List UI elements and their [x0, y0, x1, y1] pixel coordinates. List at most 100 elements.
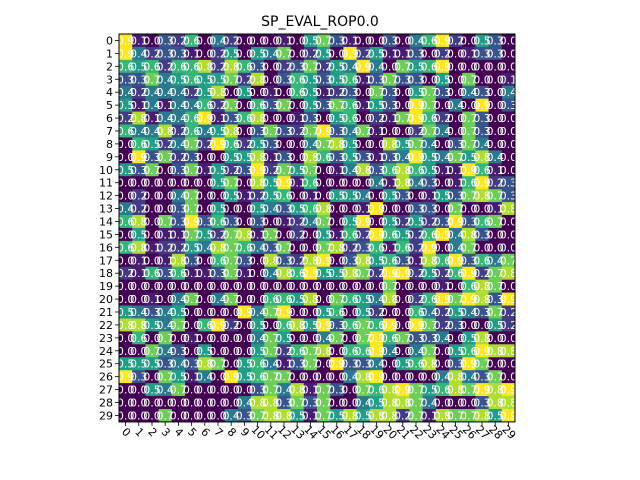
heatmap-cell: [198, 215, 212, 229]
heatmap-cell: [449, 318, 463, 332]
heatmap-cell: [435, 279, 450, 293]
heatmap-cell: [383, 124, 397, 138]
heatmap-cell: [435, 240, 450, 255]
x-tick-label: 2: [145, 425, 159, 439]
heatmap-cell: [290, 150, 305, 164]
heatmap-cell: [277, 111, 291, 125]
heatmap-cell: [237, 357, 252, 371]
heatmap-cell: [224, 292, 239, 306]
heatmap-cell: [185, 227, 199, 242]
heatmap-cell: [317, 85, 331, 100]
heatmap-cell: [435, 59, 450, 74]
heatmap-cell: [145, 305, 159, 319]
heatmap-cell: [475, 59, 489, 74]
heatmap-cell: [119, 34, 133, 48]
heatmap-cell: [343, 344, 357, 358]
heatmap-cell: [303, 137, 318, 151]
heatmap-cell: [369, 163, 384, 177]
heatmap-cell: [356, 111, 371, 125]
heatmap-cell: [356, 318, 371, 332]
heatmap-cell: [224, 98, 239, 112]
heatmap-cell: [409, 318, 423, 332]
y-tick-label: 9: [106, 151, 113, 164]
heatmap-cell: [435, 227, 450, 242]
heatmap-cell: [369, 318, 384, 332]
heatmap-cell: [119, 59, 133, 74]
heatmap-cell: [422, 215, 437, 229]
heatmap-cell: [383, 344, 397, 358]
heatmap-cell: [264, 34, 278, 48]
heatmap-cell: [317, 292, 331, 306]
heatmap-cell: [422, 292, 437, 306]
heatmap-cell: [132, 34, 146, 48]
heatmap-cell: [449, 305, 463, 319]
heatmap-cell: [449, 202, 463, 216]
heatmap-cell: [303, 279, 318, 293]
heatmap-cell: [277, 240, 291, 255]
heatmap-cell: [369, 98, 384, 112]
heatmap-cell: [501, 266, 516, 281]
y-tick-label: 12: [99, 190, 113, 203]
y-tick-label: 20: [99, 293, 113, 306]
heatmap-cell: [251, 279, 265, 293]
heatmap-cell: [422, 150, 437, 164]
heatmap-cell: [303, 331, 318, 345]
heatmap-cell: [396, 344, 410, 358]
heatmap-cell: [171, 318, 186, 332]
heatmap-cell: [145, 137, 159, 151]
heatmap-cell: [317, 46, 331, 61]
heatmap-cell: [277, 72, 291, 87]
heatmap-cell: [462, 331, 476, 345]
heatmap-cell: [290, 202, 305, 216]
heatmap-cell: [277, 59, 291, 74]
heatmap-cell: [383, 34, 397, 48]
heatmap-cell: [396, 59, 410, 74]
heatmap-cell: [356, 85, 371, 100]
heatmap-cell: [330, 137, 344, 151]
heatmap-cell: [343, 46, 357, 61]
heatmap-cell: [462, 266, 476, 281]
heatmap-cell: [237, 253, 252, 268]
heatmap-cell: [132, 240, 146, 255]
heatmap-cell: [198, 305, 212, 319]
x-tick-label: 1: [132, 425, 146, 439]
heatmap-cell: [224, 240, 239, 255]
heatmap-cell: [449, 227, 463, 242]
heatmap-cell: [251, 240, 265, 255]
heatmap-cell: [185, 215, 199, 229]
heatmap-cell: [435, 34, 450, 48]
heatmap-cell: [449, 240, 463, 255]
heatmap-cell: [409, 227, 423, 242]
heatmap-cell: [185, 331, 199, 345]
heatmap-cell: [224, 227, 239, 242]
y-tick-label: 24: [99, 345, 113, 358]
heatmap-cell: [158, 98, 173, 112]
heatmap-cell: [132, 163, 146, 177]
heatmap-cell: [132, 227, 146, 242]
y-tick-label: 2: [106, 60, 113, 73]
heatmap-cell: [251, 176, 265, 190]
heatmap-cell: [237, 34, 252, 48]
heatmap-cell: [119, 227, 133, 242]
heatmap-cell: [317, 240, 331, 255]
heatmap-cell: [462, 189, 476, 203]
heatmap-cell: [132, 253, 146, 268]
y-tick-label: 14: [99, 215, 113, 228]
heatmap-cell: [409, 176, 423, 190]
heatmap-cell: [383, 357, 397, 371]
heatmap-cell: [132, 137, 146, 151]
heatmap-cell: [264, 331, 278, 345]
heatmap-cell: [251, 266, 265, 281]
heatmap-cell: [158, 176, 173, 190]
heatmap-cell: [290, 331, 305, 345]
heatmap-cell: [145, 46, 159, 61]
heatmap-cell: [383, 46, 397, 61]
heatmap-cell: [330, 279, 344, 293]
heatmap-cell: [356, 253, 371, 268]
heatmap-cell: [251, 215, 265, 229]
heatmap-cell: [290, 98, 305, 112]
heatmap-cell: [158, 202, 173, 216]
heatmap-cell: [290, 344, 305, 358]
heatmap-cell: [119, 292, 133, 306]
heatmap-cell: [251, 85, 265, 100]
